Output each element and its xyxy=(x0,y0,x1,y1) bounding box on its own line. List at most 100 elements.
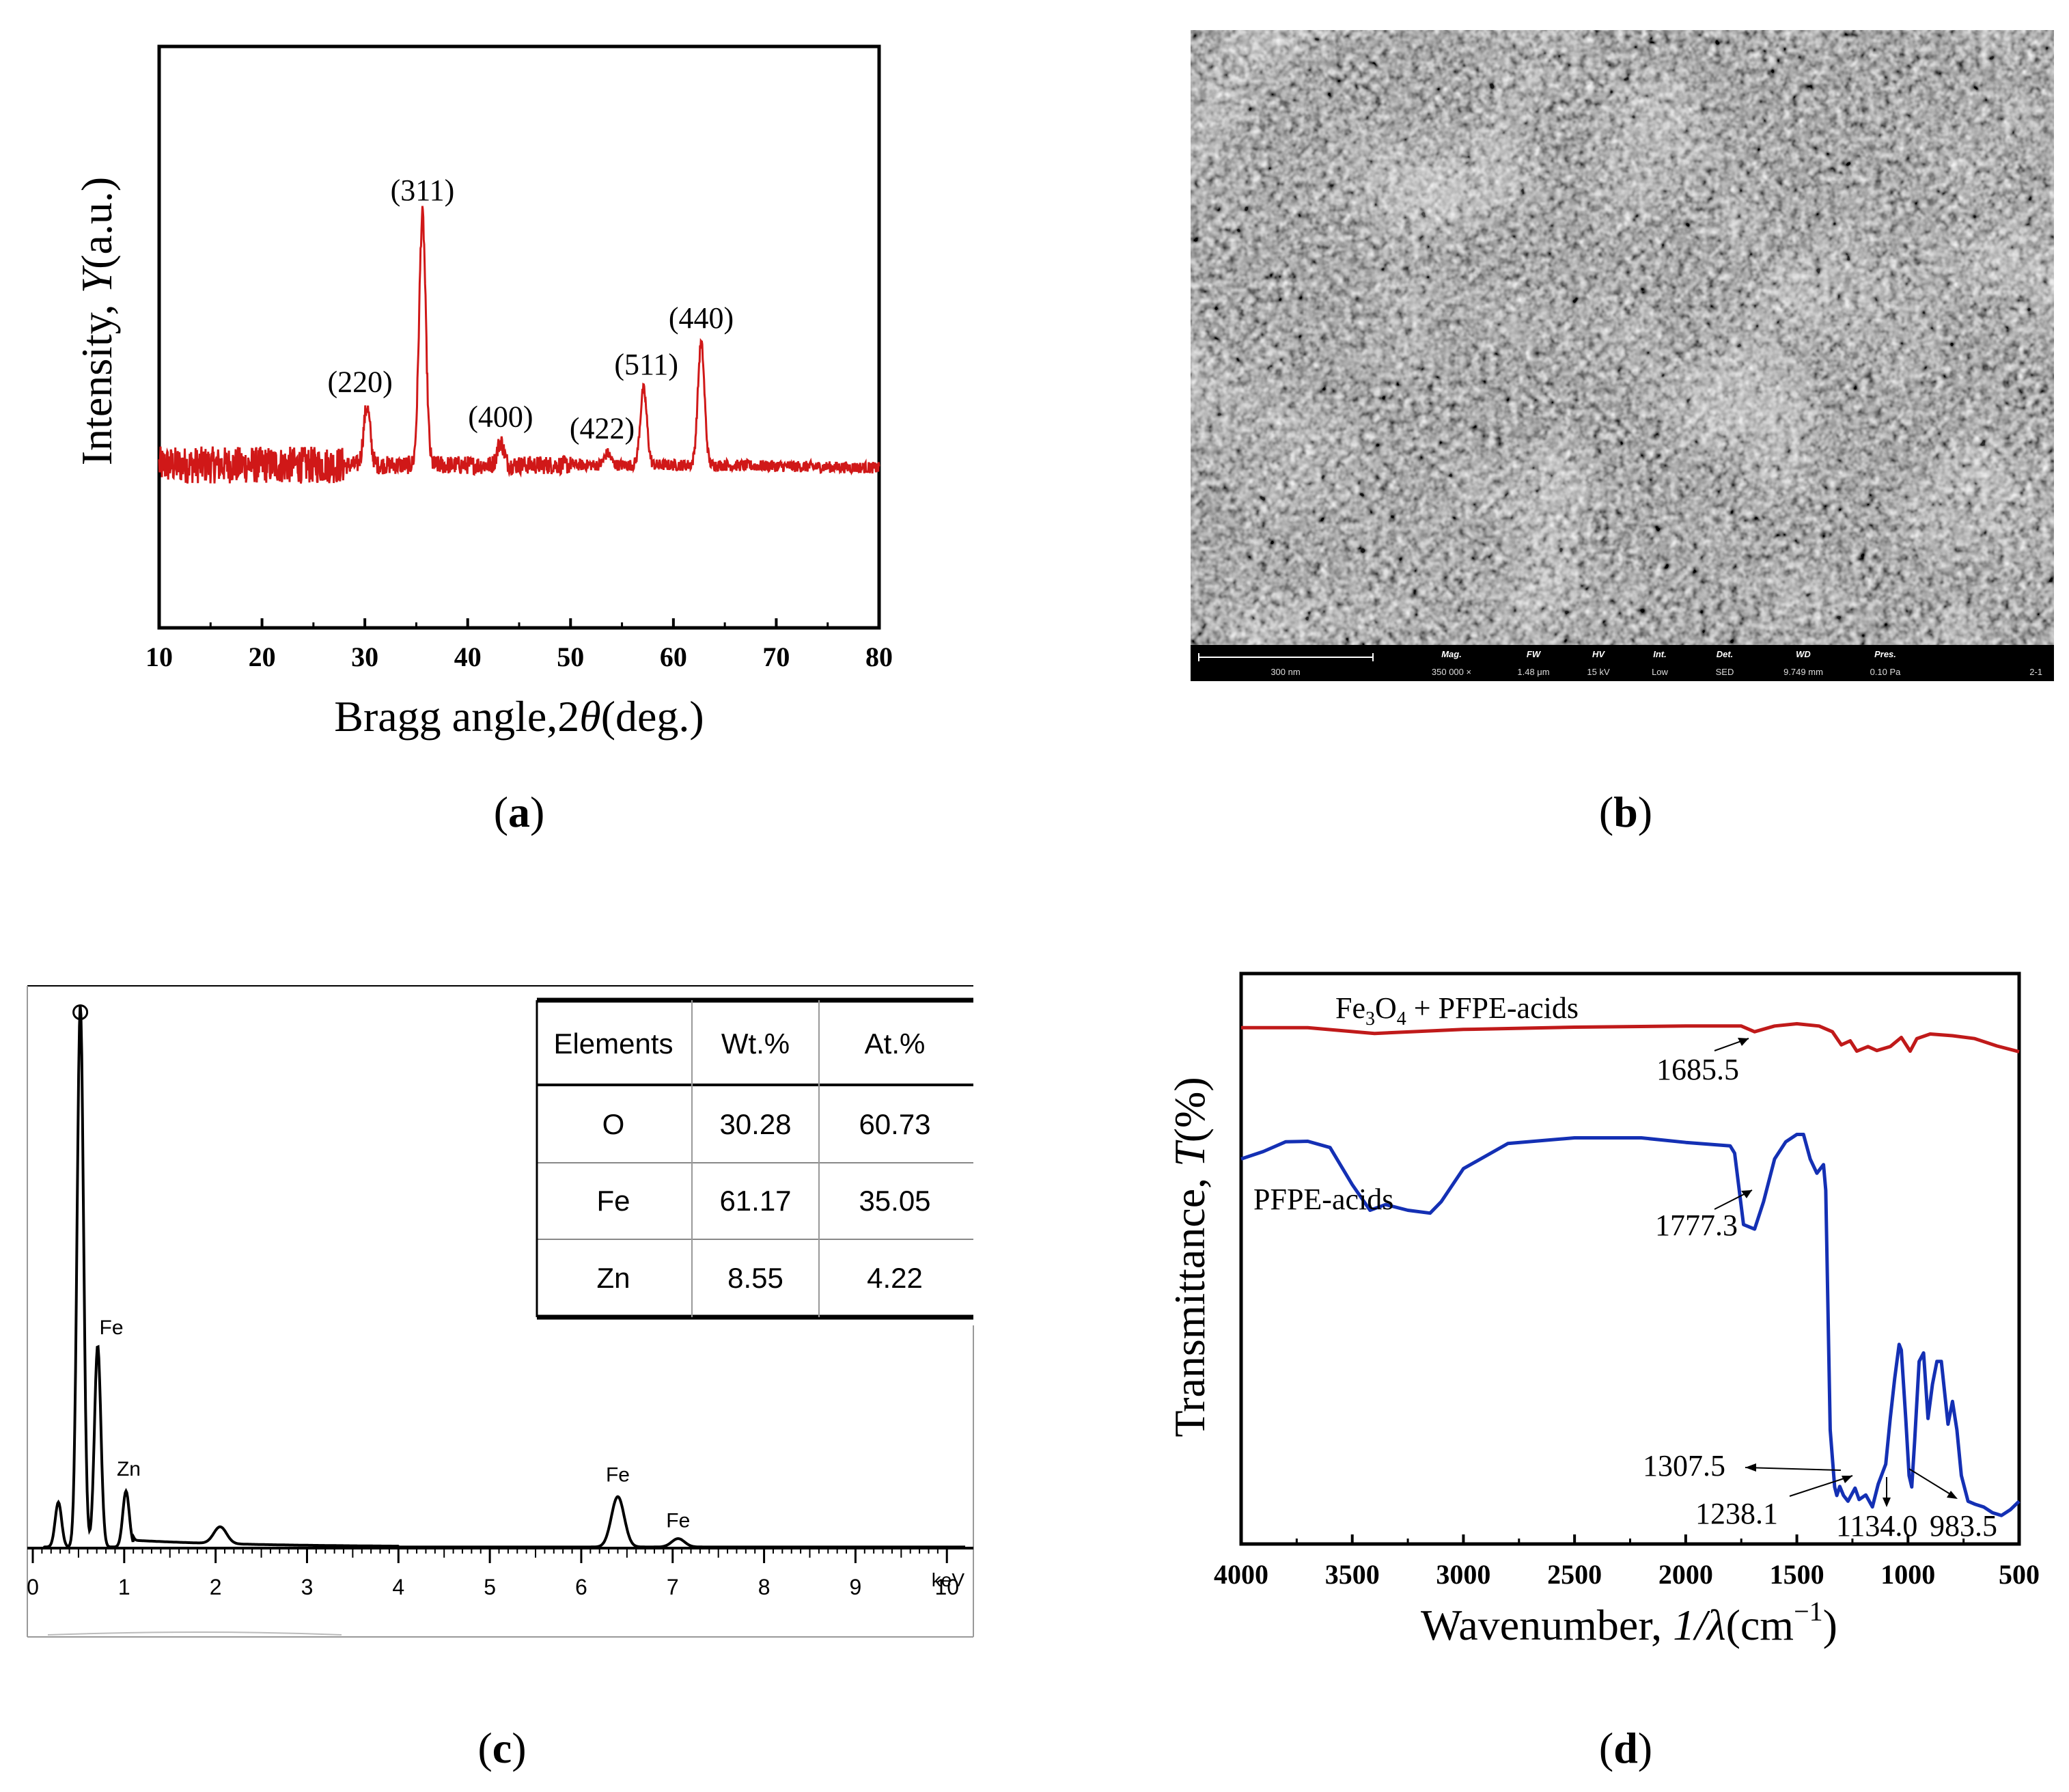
eds-x-ticks: 0 1 2 3 4 5 6 7 8 9 10 xyxy=(27,1548,959,1599)
xrd-peak-labels: (220) (311) (400) (422) (511) (440) xyxy=(327,174,734,445)
annotation-1238: 1238.1 xyxy=(1695,1497,1778,1530)
eds-spectrum-line xyxy=(33,1004,965,1549)
annotation-1134: 1134.0 xyxy=(1836,1509,1917,1543)
eds-table-cell: Zn xyxy=(596,1262,630,1294)
sem-field-value: 15 kV xyxy=(1587,667,1610,677)
xrd-x-tick-label: 10 xyxy=(145,642,173,672)
eds-table-header: Wt.% xyxy=(721,1028,790,1060)
eds-table-cell: 35.05 xyxy=(859,1185,930,1217)
eds-table-cell: 8.55 xyxy=(727,1262,783,1294)
sem-info-bar xyxy=(1191,645,2054,681)
eds-x-tick-label: 3 xyxy=(301,1575,314,1599)
sem-image-id: 2-1 xyxy=(2029,667,2042,677)
eds-chart: 0 1 2 3 4 5 6 7 8 9 10 Fe Zn Fe Fe keV Elements Wt.% At… xyxy=(27,985,974,1772)
xrd-x-tick-label: 30 xyxy=(351,642,378,672)
annotation-1307: 1307.5 xyxy=(1643,1449,1725,1483)
sem-field-label: FW xyxy=(1527,649,1542,659)
xrd-x-tick-label: 60 xyxy=(660,642,687,672)
eds-table-header: At.% xyxy=(865,1028,926,1060)
eds-peak-label: Fe xyxy=(666,1510,690,1532)
xrd-x-axis-label: Bragg angle,2θ(deg.) xyxy=(334,692,704,741)
eds-x-tick-label: 10 xyxy=(934,1575,959,1599)
xrd-x-tick-label: 70 xyxy=(762,642,790,672)
xrd-peak-label: (440) xyxy=(669,301,734,335)
xrd-plot-frame xyxy=(157,44,881,630)
xrd-peak-label: (422) xyxy=(570,412,635,445)
eds-x-tick-label: 7 xyxy=(667,1575,679,1599)
sem-field-value: 9.749 mm xyxy=(1783,667,1823,677)
eds-x-tick-label: 5 xyxy=(484,1575,496,1599)
ftir-legend-top: Fe3O4 + PFPE-acids xyxy=(1335,991,1579,1030)
ftir-series-pfpe-acids xyxy=(1240,1133,2021,1517)
eds-bottom-trace xyxy=(47,1631,342,1636)
sem-field-value: 1.48 μm xyxy=(1517,667,1549,677)
eds-table-cell: Fe xyxy=(596,1185,630,1217)
eds-table-cell: O xyxy=(602,1108,625,1140)
eds-peak-label: Fe xyxy=(606,1463,630,1486)
sem-field-value: 350 000 × xyxy=(1432,667,1471,677)
eds-o-marker xyxy=(72,1004,89,1021)
sem-field-value: SED xyxy=(1716,667,1734,677)
eds-peak-label: Fe xyxy=(100,1317,124,1339)
xrd-x-tick-label: 80 xyxy=(865,642,893,672)
xrd-peak-label: (400) xyxy=(468,400,533,434)
annotation-1777: 1777.3 xyxy=(1655,1209,1738,1242)
caption-d: (d) xyxy=(1599,1724,1652,1772)
sem-scale-label: 300 nm xyxy=(1270,667,1300,677)
eds-peak-label: Zn xyxy=(117,1458,141,1480)
annotation-983: 983.5 xyxy=(1930,1509,1997,1543)
sem-field-value: Low xyxy=(1652,667,1668,677)
eds-x-tick-label: 2 xyxy=(210,1575,222,1599)
eds-x-tick-label: 0 xyxy=(27,1575,39,1599)
eds-x-tick-label: 1 xyxy=(118,1575,130,1599)
eds-x-tick-label: 9 xyxy=(850,1575,862,1599)
ftir-x-tick-label: 1000 xyxy=(1880,1559,1935,1590)
caption-a: (a) xyxy=(494,788,545,836)
ftir-x-axis-label: Wavenumber, 1/λ(cm−1) xyxy=(1421,1596,1837,1649)
sem-agglomerates xyxy=(1191,30,2054,645)
ftir-x-tick-label: 3000 xyxy=(1436,1559,1490,1590)
ftir-chart: 4000 3500 3000 2500 2000 1500 1000 500 Fe3O4 + … xyxy=(1165,971,2040,1772)
xrd-x-ticks: 10 20 30 40 50 60 70 80 xyxy=(145,618,893,672)
sem-image: 300 nm Mag. 350 000 × FW 1.48 μm HV 15 kV Int.… xyxy=(1191,30,2054,836)
ftir-x-tick-label: 500 xyxy=(1999,1559,2040,1590)
ftir-x-tick-label: 2500 xyxy=(1547,1559,1602,1590)
ftir-y-axis-label: Transmittance, T(%) xyxy=(1165,1077,1214,1437)
caption-c: (c) xyxy=(477,1724,526,1772)
eds-composition-table: Elements Wt.% At.% O 30.28 60.73 Fe 61.17 35.05 Z… xyxy=(536,997,973,1320)
sem-field-label: Pres. xyxy=(1874,649,1896,659)
eds-table-header: Elements xyxy=(553,1028,673,1060)
eds-peak-labels: Fe Zn Fe Fe xyxy=(72,1004,690,1532)
xrd-peak-label: (511) xyxy=(614,348,678,381)
eds-x-tick-label: 6 xyxy=(575,1575,587,1599)
sem-field-value: 0.10 Pa xyxy=(1870,667,1902,677)
sem-field-label: WD xyxy=(1796,649,1811,659)
xrd-peak-label: (220) xyxy=(327,366,392,399)
ftir-x-tick-label: 2000 xyxy=(1658,1559,1713,1590)
sem-field-label: Det. xyxy=(1717,649,1734,659)
ftir-x-tick-label: 3500 xyxy=(1325,1559,1380,1590)
eds-x-tick-label: 4 xyxy=(392,1575,404,1599)
eds-table-cell: 61.17 xyxy=(719,1185,791,1217)
xrd-x-tick-label: 50 xyxy=(557,642,584,672)
ftir-x-tick-label: 1500 xyxy=(1770,1559,1824,1590)
sem-field-label: Mag. xyxy=(1441,649,1462,659)
xrd-x-tick-label: 40 xyxy=(454,642,482,672)
ftir-annotations: 1685.5 1777.3 1307.5 1238.1 1134.0 983.5 xyxy=(1643,1038,1997,1543)
sem-metadata: Mag. 350 000 × FW 1.48 μm HV 15 kV Int. Low Det.… xyxy=(1432,649,1901,677)
eds-table-cell: 30.28 xyxy=(719,1108,791,1140)
caption-b: (b) xyxy=(1599,788,1652,836)
ftir-plot-frame xyxy=(1239,971,2021,1546)
ftir-series-fe3o4-pfpe xyxy=(1241,1022,2020,1053)
eds-table-cell: 4.22 xyxy=(867,1262,923,1294)
sem-field-label: Int. xyxy=(1653,649,1667,659)
xrd-y-axis-label: Intensity, Y(a.u.) xyxy=(72,177,121,465)
xrd-pattern-line xyxy=(158,206,880,484)
ftir-x-ticks: 4000 3500 3000 2500 2000 1500 1000 500 xyxy=(1214,1534,2040,1590)
annotation-1685: 1685.5 xyxy=(1656,1053,1739,1086)
eds-x-unit: keV xyxy=(932,1569,965,1590)
xrd-x-tick-label: 20 xyxy=(249,642,276,672)
eds-x-tick-label: 8 xyxy=(758,1575,770,1599)
xrd-chart: 10 20 30 40 50 60 70 80 (220) (311) (400) (422) (51… xyxy=(72,44,893,836)
